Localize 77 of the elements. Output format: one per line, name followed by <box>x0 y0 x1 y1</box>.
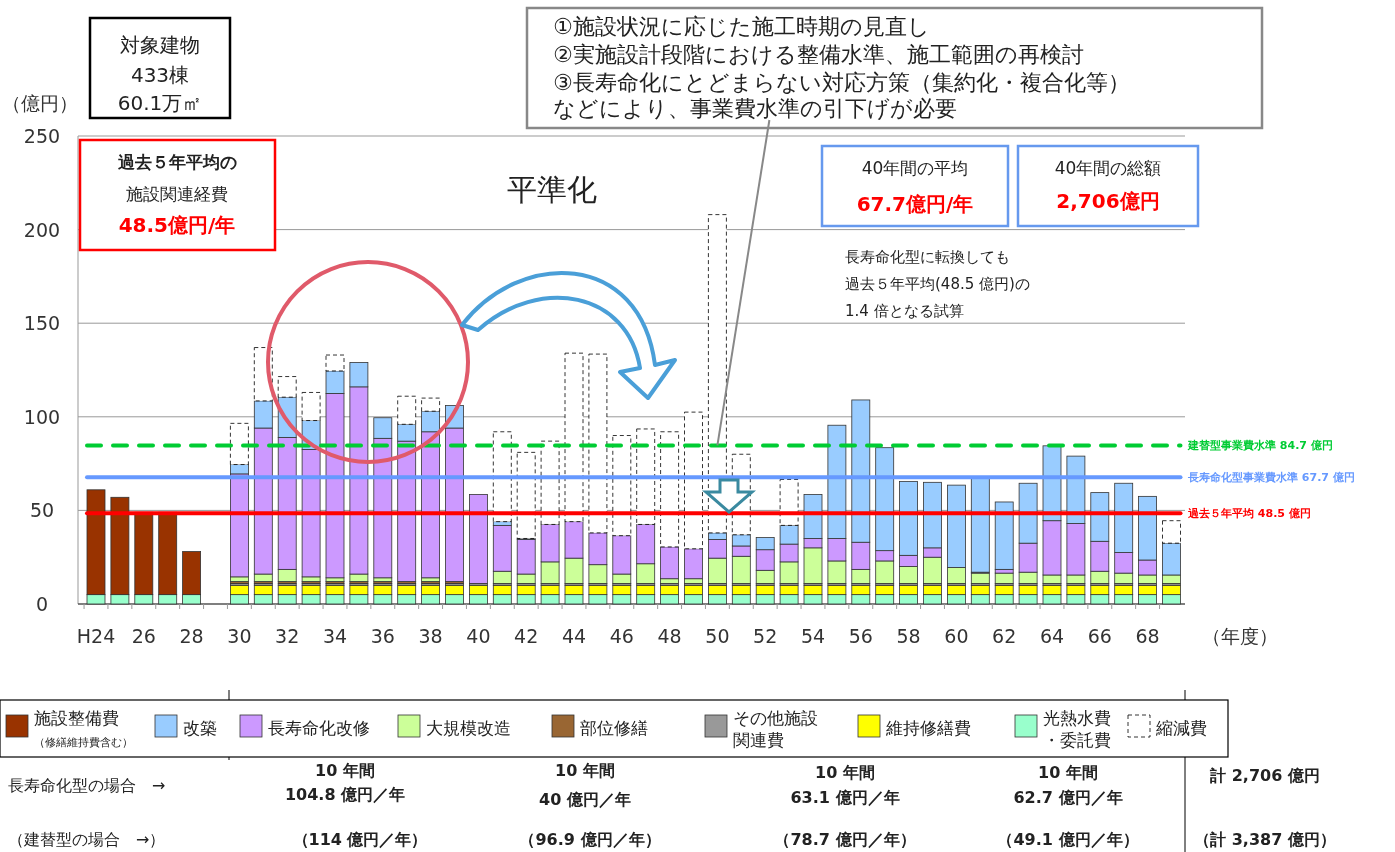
legend-label: 改築 <box>183 718 217 738</box>
annotation: 63.1 億円／年 <box>790 788 900 807</box>
legend-label: 維持修繕費 <box>885 718 971 738</box>
annotation: 67.7億円/年 <box>856 192 974 216</box>
x-tick-label: 38 <box>418 625 443 647</box>
y-tick-label: 250 <box>23 125 61 147</box>
annotation: 2,706億円 <box>1056 189 1160 213</box>
annotation: 過去５年平均(48.5 億円)の <box>845 275 1030 293</box>
x-tick-label: 46 <box>609 625 634 647</box>
x-tick-label: 52 <box>753 625 778 647</box>
annotation: 60.1万㎡ <box>117 91 203 115</box>
x-tick-label: 34 <box>322 625 348 647</box>
annotation: （78.7 億円／年） <box>774 830 916 849</box>
annotation: 48.5億円/年 <box>118 213 236 237</box>
annotation: 施設関連経費 <box>126 184 228 204</box>
annotation: 1.4 倍となる試算 <box>845 302 964 320</box>
annotation: （建替型の場合 →） <box>8 830 166 849</box>
legend-label: 部位修繕 <box>580 718 648 738</box>
legend-label: 光熱水費・委託費 <box>1043 708 1111 750</box>
annotation: 10 年間 <box>315 761 375 780</box>
annotation: ②実施設計段階における整備水準、施工範囲の再検討 <box>553 42 1084 67</box>
annotation: 62.7 億円／年 <box>1013 788 1123 807</box>
y-axis-title: （億円） <box>2 92 78 114</box>
y-tick-label: 150 <box>23 312 61 335</box>
x-tick-label: 54 <box>800 625 826 647</box>
x-tick-label: 36 <box>370 625 395 647</box>
annotation: （計 3,387 億円） <box>1194 830 1336 849</box>
legend-label: 大規模改造 <box>426 718 511 738</box>
annotation: 10 年間 <box>815 763 875 782</box>
annotation: などにより、事業費水準の引下げが必要 <box>553 96 957 121</box>
x-tick-label: 58 <box>896 625 921 647</box>
x-tick-label: 62 <box>992 625 1017 647</box>
x-tick-label: 60 <box>944 625 969 647</box>
annotation: 長寿命化型の場合 → <box>8 776 166 795</box>
annotation: 10 年間 <box>1038 763 1098 782</box>
annotation: 40 億円／年 <box>539 790 631 809</box>
y-tick-label: 0 <box>35 593 49 615</box>
annotation: 計 2,706 億円 <box>1210 766 1320 785</box>
x-tick-label: H24 <box>76 625 116 647</box>
y-tick-label: 100 <box>23 405 61 428</box>
y-tick-label: 50 <box>29 499 55 522</box>
x-tick-label: 32 <box>275 625 300 647</box>
x-tick-label: 50 <box>705 625 730 647</box>
annotation: （96.9 億円／年） <box>519 830 661 849</box>
annotation: 40年間の平均 <box>861 158 969 178</box>
x-tick-label: 28 <box>179 625 204 647</box>
annotation: 対象建物 <box>120 33 200 57</box>
x-tick-label: 56 <box>848 625 873 647</box>
ref-line-label: 過去５年平均 48.5 億円 <box>1187 507 1311 521</box>
annotation: 433棟 <box>130 63 190 87</box>
legend-label: その他施設関連費 <box>733 708 818 750</box>
annotation: （49.1 億円／年） <box>997 830 1139 849</box>
annotation: ①施設状況に応じた施工時期の見直し <box>553 14 930 39</box>
x-tick-label: 64 <box>1039 625 1065 647</box>
annotation: 10 年間 <box>555 761 615 780</box>
ref-line-label: 長寿命化型事業費水準 67.7 億円 <box>1187 471 1355 485</box>
legend-label: 長寿命化改修 <box>268 718 370 738</box>
y-tick-label: 200 <box>23 218 61 241</box>
x-tick-label: 26 <box>131 625 156 647</box>
x-tick-label: 44 <box>561 625 587 647</box>
x-tick-label: 68 <box>1135 625 1160 647</box>
x-tick-label: 42 <box>514 625 539 647</box>
annotation: 平準化 <box>507 172 597 207</box>
x-tick-label: 48 <box>657 625 682 647</box>
annotation: 過去５年平均の <box>117 152 237 172</box>
x-tick-label: 66 <box>1087 625 1112 647</box>
x-tick-label: 30 <box>227 625 252 647</box>
x-axis-title: （年度） <box>1202 625 1278 647</box>
legend-label: 施設整備費（修繕維持費含む） <box>34 708 133 749</box>
legend-label: 縮減費 <box>1155 718 1207 738</box>
x-tick-label: 40 <box>466 625 491 647</box>
annotation: ③長寿命化にとどまらない対応方策（集約化・複合化等） <box>553 70 1130 95</box>
annotation: 40年間の総額 <box>1054 158 1162 178</box>
annotation: 長寿命化型に転換しても <box>845 248 1010 266</box>
annotation: 104.8 億円／年 <box>284 785 406 804</box>
ref-line-label: 建替型事業費水準 84.7 億円 <box>1187 439 1333 453</box>
annotation: （114 億円／年） <box>292 830 428 849</box>
